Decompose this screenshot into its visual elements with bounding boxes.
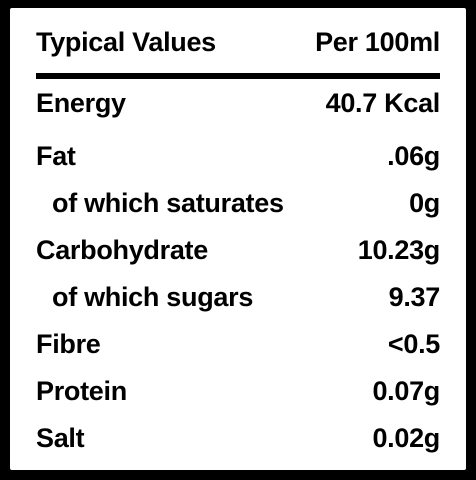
row-value: 0.02g	[372, 422, 440, 453]
table-row: Fat .06g	[36, 136, 440, 176]
table-row: Fibre <0.5	[36, 324, 440, 364]
table-row: Protein 0.07g	[36, 371, 440, 411]
row-label: Fibre	[36, 328, 101, 359]
row-label: Carbohydrate	[36, 234, 208, 265]
nutrition-table: Typical Values Per 100ml Energy 40.7 Kca…	[10, 8, 466, 470]
row-label: of which saturates	[52, 187, 284, 218]
header-rule	[36, 73, 440, 79]
row-label: Salt	[36, 422, 85, 453]
header-label: Typical Values	[36, 26, 216, 57]
row-value: 0g	[409, 187, 440, 218]
table-row: of which sugars 9.37	[36, 277, 440, 317]
row-value: <0.5	[387, 328, 440, 359]
table-row: Salt 0.02g	[36, 418, 440, 458]
row-value: 40.7 Kcal	[325, 87, 441, 118]
row-value: .06g	[387, 140, 440, 171]
row-value: 9.37	[388, 281, 441, 312]
row-value: 10.23g	[357, 234, 441, 265]
table-row: Energy 40.7 Kcal	[36, 83, 440, 123]
table-row: Carbohydrate 10.23g	[36, 230, 440, 270]
header-value: Per 100ml	[315, 26, 440, 57]
header-row: Typical Values Per 100ml	[36, 22, 440, 62]
table-row: of which saturates 0g	[36, 183, 440, 223]
row-label: Energy	[36, 87, 126, 118]
row-label: Protein	[36, 375, 127, 406]
row-label: Fat	[36, 140, 76, 171]
row-value: 0.07g	[372, 375, 440, 406]
row-label: of which sugars	[52, 281, 254, 312]
